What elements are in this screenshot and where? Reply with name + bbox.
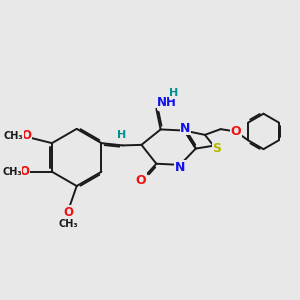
Text: O: O: [21, 129, 31, 142]
Text: CH₃: CH₃: [2, 167, 22, 177]
Text: O: O: [20, 165, 29, 178]
Text: CH₃: CH₃: [58, 219, 78, 229]
Text: S: S: [212, 142, 221, 155]
Text: O: O: [136, 173, 146, 187]
Text: N: N: [175, 160, 185, 174]
Text: H: H: [169, 88, 179, 98]
Text: N: N: [180, 122, 191, 135]
Text: O: O: [63, 206, 73, 219]
Text: H: H: [117, 130, 126, 140]
Text: O: O: [231, 125, 242, 138]
Text: CH₃: CH₃: [4, 131, 23, 141]
Text: NH: NH: [157, 96, 177, 109]
